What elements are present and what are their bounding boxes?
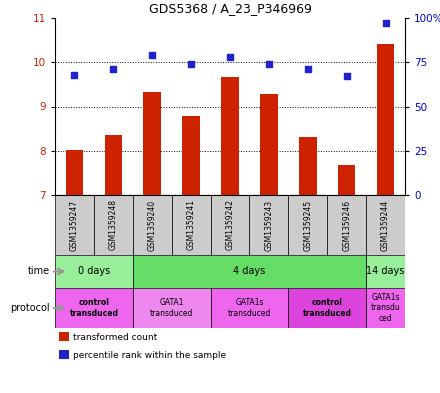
Point: [304, 66, 311, 72]
Text: 4 days: 4 days: [233, 266, 266, 277]
Bar: [249, 195, 288, 255]
Text: GSM1359242: GSM1359242: [226, 200, 235, 250]
Text: time: time: [28, 266, 50, 277]
Bar: [366, 288, 405, 328]
Bar: [133, 288, 211, 328]
Text: GATA1
transduced: GATA1 transduced: [150, 298, 193, 318]
Point: [71, 72, 78, 78]
Title: GDS5368 / A_23_P346969: GDS5368 / A_23_P346969: [149, 2, 312, 15]
Bar: [221, 77, 239, 195]
Text: GSM1359241: GSM1359241: [187, 200, 196, 250]
Bar: [66, 150, 83, 195]
Bar: [133, 255, 366, 288]
Text: control
transduced: control transduced: [70, 298, 118, 318]
Bar: [172, 195, 211, 255]
Bar: [366, 255, 405, 288]
Bar: [288, 195, 327, 255]
Bar: [143, 92, 161, 195]
Bar: [377, 44, 394, 195]
Text: GATA1s
transduced: GATA1s transduced: [228, 298, 271, 318]
Bar: [182, 116, 200, 195]
Bar: [288, 288, 366, 328]
Bar: [55, 195, 94, 255]
Text: 0 days: 0 days: [78, 266, 110, 277]
Point: [149, 52, 156, 58]
Text: GSM1359245: GSM1359245: [303, 199, 312, 251]
Text: GSM1359244: GSM1359244: [381, 199, 390, 251]
Text: GSM1359240: GSM1359240: [148, 199, 157, 251]
Bar: [55, 255, 133, 288]
Bar: [55, 288, 133, 328]
Bar: [299, 138, 316, 195]
Bar: [260, 94, 278, 195]
Bar: [338, 165, 356, 195]
Point: [110, 66, 117, 72]
Bar: [211, 288, 288, 328]
Bar: [105, 135, 122, 195]
Text: protocol: protocol: [11, 303, 50, 313]
Bar: [366, 195, 405, 255]
Text: 14 days: 14 days: [367, 266, 405, 277]
Point: [343, 73, 350, 79]
Point: [382, 20, 389, 26]
Text: control
transduced: control transduced: [303, 298, 352, 318]
Point: [187, 61, 194, 67]
Bar: [211, 195, 249, 255]
Text: GATA1s
transdu
ced: GATA1s transdu ced: [370, 293, 400, 323]
Text: transformed count: transformed count: [73, 333, 157, 342]
Text: GSM1359243: GSM1359243: [264, 199, 273, 251]
Bar: [94, 195, 133, 255]
Text: GSM1359247: GSM1359247: [70, 199, 79, 251]
Text: GSM1359246: GSM1359246: [342, 199, 351, 251]
Text: percentile rank within the sample: percentile rank within the sample: [73, 351, 226, 360]
Text: GSM1359248: GSM1359248: [109, 200, 118, 250]
Point: [227, 54, 234, 60]
Point: [265, 61, 272, 67]
Bar: [327, 195, 366, 255]
Bar: [133, 195, 172, 255]
